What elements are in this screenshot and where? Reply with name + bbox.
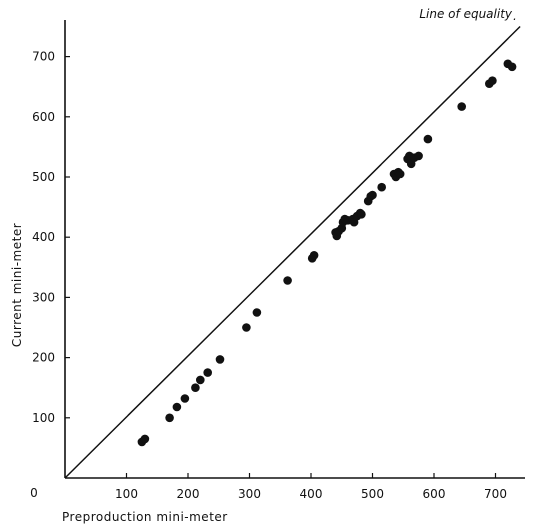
origin-tick-label: 0 <box>30 486 38 500</box>
data-point <box>414 151 423 161</box>
data-point <box>309 251 319 260</box>
x-tick-label: 600 <box>423 487 446 501</box>
y-tick-label: 500 <box>32 170 55 184</box>
data-point <box>215 355 225 364</box>
data-point <box>283 276 292 285</box>
data-point <box>242 323 251 332</box>
x-tick-label: 300 <box>238 487 261 501</box>
line-of-equality <box>64 25 521 479</box>
data-point <box>252 308 262 317</box>
x-tick-label: 400 <box>300 487 323 501</box>
data-point <box>507 62 517 72</box>
x-tick-label: 700 <box>484 487 507 501</box>
data-point <box>140 434 150 444</box>
axes <box>64 20 525 479</box>
data-point <box>368 190 377 200</box>
x-tick-label: 100 <box>115 487 138 501</box>
y-tick-label: 600 <box>32 110 55 124</box>
y-tick-label: 700 <box>32 50 55 64</box>
x-tick-label: 200 <box>177 487 200 501</box>
y-ticks: 100 200 300 400 500 600 700 <box>32 50 70 425</box>
y-axis-label: Current mini-meter <box>10 223 24 347</box>
data-point <box>457 102 467 111</box>
data-point <box>357 210 366 219</box>
y-tick-label: 400 <box>32 230 55 244</box>
x-tick-label: 500 <box>361 487 384 501</box>
data-point <box>191 383 200 393</box>
y-tick-label: 200 <box>32 351 55 365</box>
x-ticks: 100 200 300 400 500 600 700 <box>115 473 507 501</box>
data-point <box>180 394 190 403</box>
data-point <box>165 413 174 423</box>
data-point <box>423 134 433 144</box>
line-of-equality-label: Line of equality <box>419 7 513 21</box>
data-point <box>395 169 405 179</box>
data-point <box>203 368 212 377</box>
data-point <box>377 182 387 192</box>
y-tick-label: 100 <box>32 411 55 425</box>
data-point <box>196 375 205 385</box>
data-point <box>172 402 182 412</box>
line-of-equality-label-dot: . <box>513 9 517 23</box>
data-points <box>137 59 517 447</box>
y-tick-label: 300 <box>32 290 55 304</box>
data-point <box>488 76 497 85</box>
x-axis-label: Preproduction mini-meter <box>62 510 228 524</box>
